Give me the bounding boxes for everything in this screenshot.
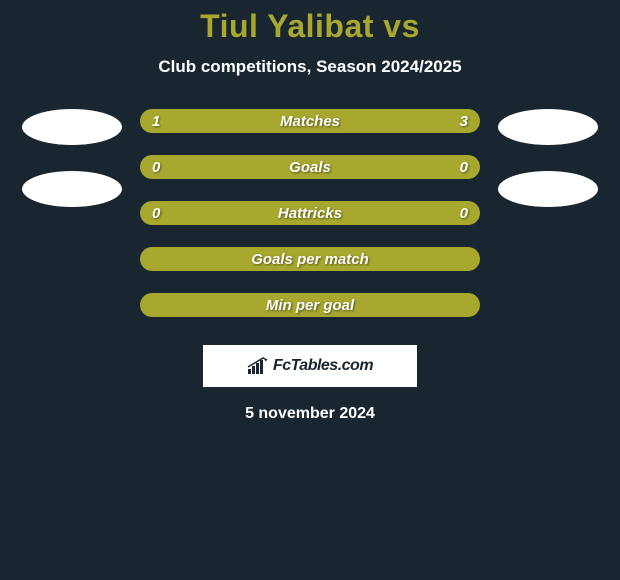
- avatar-right-1: [498, 109, 598, 145]
- subtitle: Club competitions, Season 2024/2025: [0, 57, 620, 77]
- stat-label: Hattricks: [278, 205, 342, 222]
- stat-value-right: 3: [460, 113, 468, 130]
- stat-bar-goals-per-match: Goals per match: [140, 247, 480, 271]
- stat-value-right: 0: [460, 205, 468, 222]
- avatar-right-2: [498, 171, 598, 207]
- page-title: Tiul Yalibat vs: [0, 8, 620, 45]
- stat-label: Matches: [280, 113, 340, 130]
- watermark-text: FcTables.com: [273, 357, 373, 375]
- stat-value-left: 0: [152, 205, 160, 222]
- avatar-column-right: [498, 109, 598, 207]
- stat-value-left: 1: [152, 113, 160, 130]
- avatar-left-2: [22, 171, 122, 207]
- stat-value-right: 0: [460, 159, 468, 176]
- watermark-box: FcTables.com: [203, 345, 417, 387]
- avatar-left-1: [22, 109, 122, 145]
- stat-label: Goals per match: [251, 251, 369, 268]
- main-container: Tiul Yalibat vs Club competitions, Seaso…: [0, 0, 620, 423]
- stat-bar-hattricks: 0 Hattricks 0: [140, 201, 480, 225]
- stat-value-left: 0: [152, 159, 160, 176]
- date-text: 5 november 2024: [0, 405, 620, 423]
- stat-label: Goals: [289, 159, 331, 176]
- avatar-column-left: [22, 109, 122, 207]
- stat-bar-matches: 1 Matches 3: [140, 109, 480, 133]
- stats-area: 1 Matches 3 0 Goals 0 0 Hattricks 0 Goal…: [0, 109, 620, 317]
- stat-bar-goals: 0 Goals 0: [140, 155, 480, 179]
- stat-bar-min-per-goal: Min per goal: [140, 293, 480, 317]
- chart-icon: [247, 357, 269, 375]
- stat-bars-column: 1 Matches 3 0 Goals 0 0 Hattricks 0 Goal…: [140, 109, 480, 317]
- stat-label: Min per goal: [266, 297, 354, 314]
